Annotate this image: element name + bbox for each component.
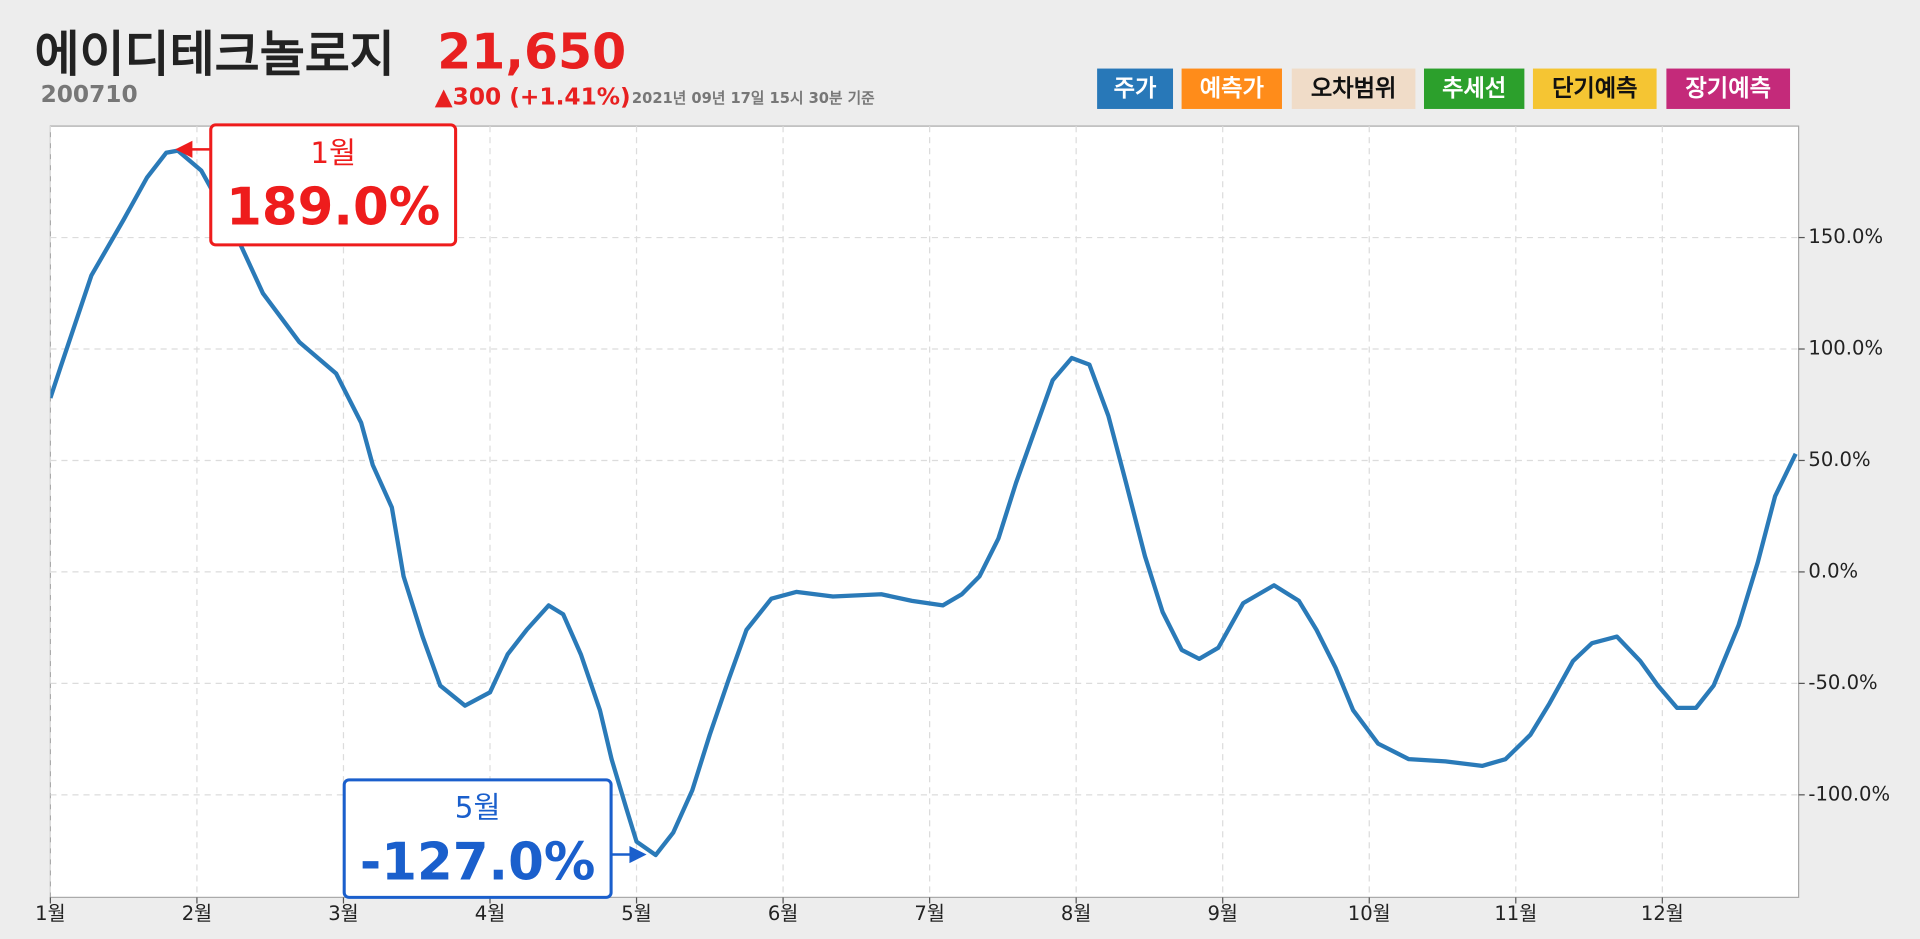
legend-label[interactable]: 장기예측 [1685,75,1771,102]
x-tick-label: 1월 [35,902,65,925]
x-tick-label: 11월 [1494,902,1537,925]
annotation-month: 5월 [455,791,501,825]
annotation-box [209,123,458,247]
y-tick-label: 150.0% [1808,225,1883,248]
legend-label[interactable]: 추세선 [1442,75,1506,102]
plot-area [49,125,1800,898]
x-tick-label: 12월 [1641,902,1684,925]
x-tick-label: 2월 [182,902,212,925]
annotation-arrowhead [175,140,193,158]
stock-price: 21,650 [437,24,626,81]
y-tick-label: -50.0% [1808,671,1877,694]
legend-button[interactable]: 단기예측 [1532,68,1657,109]
chart-layer: 주가 예측가 오차범위 추세선 단기예측 장기예측 150.0% 100.0% 50.0% 0.0… [35,68,1890,925]
x-tick-label: 6월 [768,902,798,925]
y-tick-label: 100.0% [1808,337,1883,360]
legend-label[interactable]: 예측가 [1200,75,1265,102]
x-tick-label: 5월 [621,902,651,925]
timestamp: 2021년 09년 17일 15시 30분 기준 [632,90,875,107]
annotation: 1월 189.0% [175,123,458,247]
x-tick-label: 8월 [1061,902,1091,925]
y-tick-label: 50.0% [1808,448,1870,471]
legend-button[interactable]: 추세선 [1423,68,1525,109]
legend-swatch[interactable] [1666,68,1791,109]
x-tick-label: 4월 [475,902,505,925]
legend-button[interactable]: 예측가 [1181,68,1282,109]
legend-swatch[interactable] [1181,68,1282,109]
legend-label[interactable]: 주가 [1114,75,1157,102]
y-tick-label: -100.0% [1808,782,1890,805]
x-tick-label: 9월 [1207,902,1237,925]
stock-code: 200710 [41,81,138,108]
legend-button[interactable]: 장기예측 [1666,68,1791,109]
price-line [50,148,1798,858]
legend-label[interactable]: 단기예측 [1552,75,1638,102]
annotation-value: -127.0% [360,833,595,893]
legend-swatch[interactable] [1291,68,1416,109]
annotation-box [342,778,613,899]
annotation-arrowhead [629,845,647,864]
annotation: 5월 -127.0% [342,778,647,899]
legend-swatch[interactable] [1097,68,1174,109]
legend-button[interactable]: 주가 [1097,68,1174,109]
annotation-month: 1월 [310,136,356,170]
legend-swatch[interactable] [1423,68,1525,109]
legend-button[interactable]: 오차범위 [1291,68,1416,109]
x-tick-label: 7월 [914,902,944,925]
y-tick-label: 0.0% [1808,559,1858,582]
annotation-value: 189.0% [226,178,440,238]
stock-name: 에이디테크놀로지 [34,26,394,83]
price-change: ▲300 (+1.41%) [435,83,631,110]
legend-label[interactable]: 오차범위 [1311,75,1397,102]
legend-swatch[interactable] [1532,68,1657,109]
x-tick-label: 10월 [1348,902,1391,925]
x-tick-label: 3월 [328,902,358,925]
